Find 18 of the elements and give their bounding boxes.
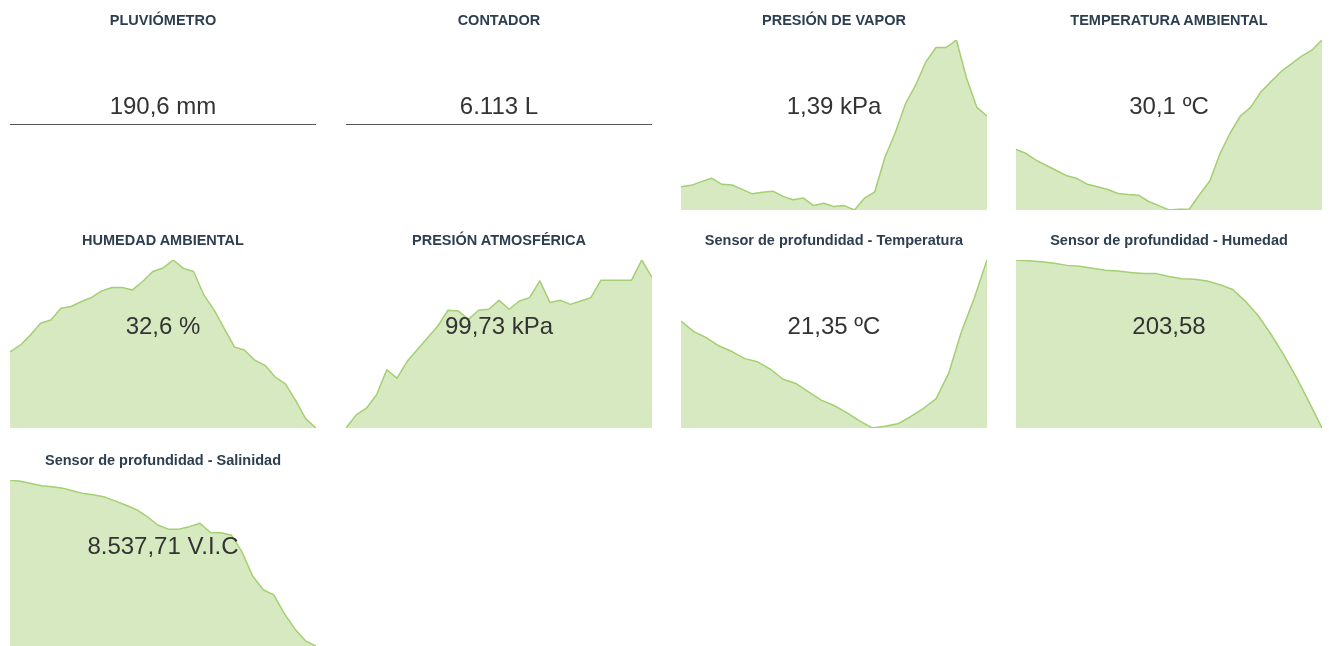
chart-title: TEMPERATURA AMBIENTAL xyxy=(1069,11,1269,30)
annotation: 8.537,71 V.I.C xyxy=(86,531,240,561)
annotation: 203,58 xyxy=(1131,311,1207,341)
chart-title: Sensor de profundidad - Salinidad xyxy=(43,451,282,470)
annotation: 32,6 % xyxy=(124,311,202,341)
text: 190,6 mm xyxy=(108,91,218,121)
text: PLUVIÓMETRO xyxy=(108,10,218,30)
chart-title: PRESIÓN ATMOSFÉRICA xyxy=(411,230,587,250)
text: 6.113 L xyxy=(458,91,540,121)
annotation: 21,35 ºC xyxy=(786,311,882,341)
chart-title: HUMEDAD AMBIENTAL xyxy=(81,231,245,250)
annotation: 1,39 kPa xyxy=(785,91,883,121)
text: CONTADOR xyxy=(456,11,542,30)
chart-title: PRESIÓN DE VAPOR xyxy=(761,10,907,30)
annotation: 30,1 ºC xyxy=(1128,91,1210,121)
annotation: 99,73 kPa xyxy=(443,311,555,341)
chart-title: Sensor de profundidad - Humedad xyxy=(1049,231,1289,250)
chart-title: Sensor de profundidad - Temperatura xyxy=(703,231,965,250)
